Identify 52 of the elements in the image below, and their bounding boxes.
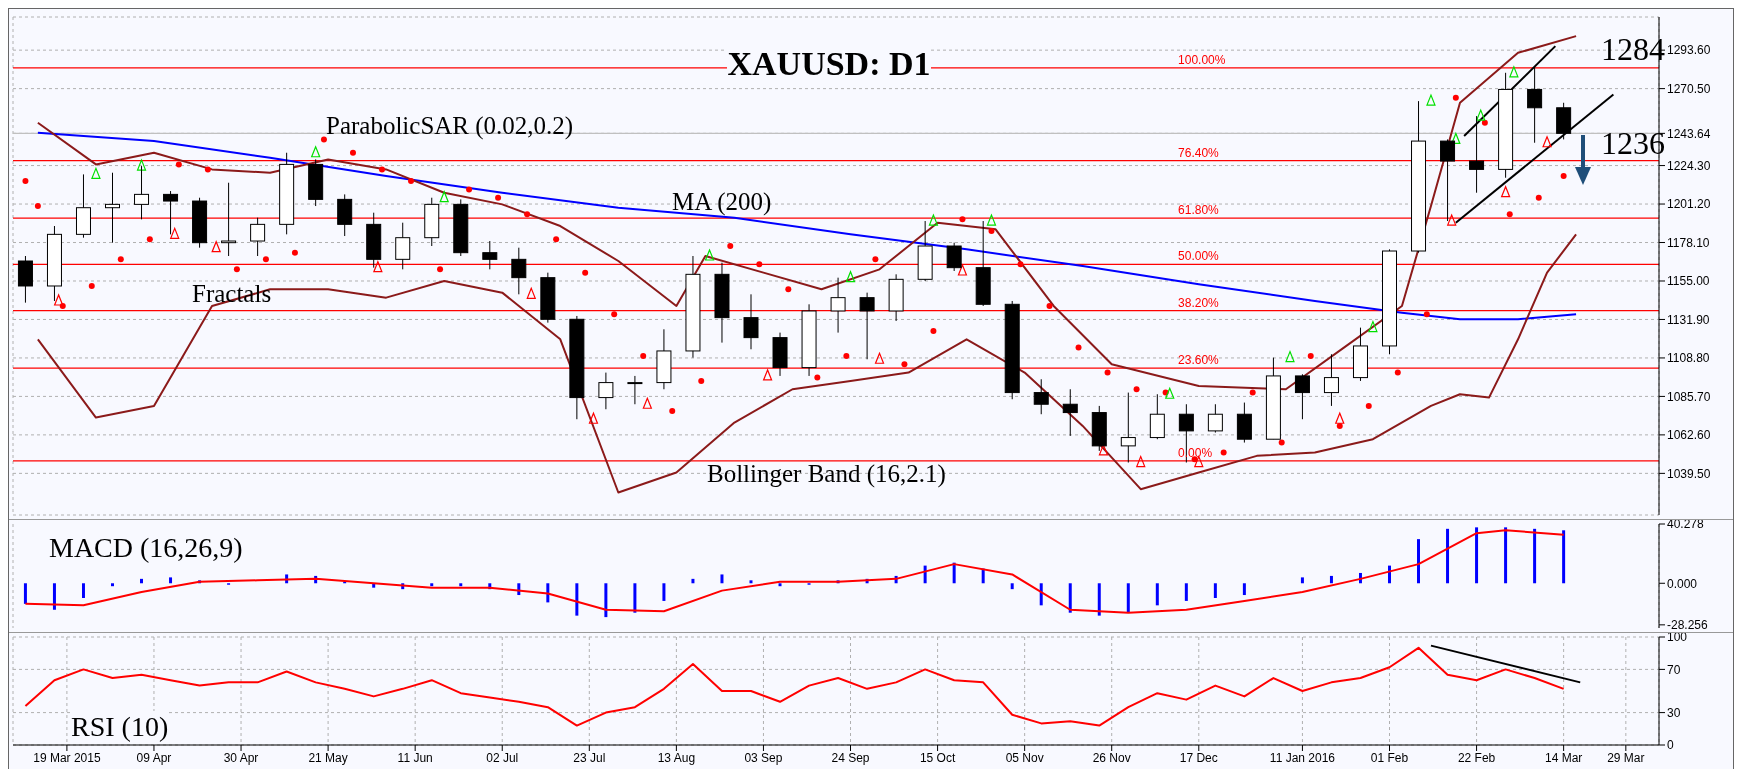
- x-tick-label: 29 Mar: [1607, 750, 1645, 765]
- chart-title: MACD (16,26,9): [49, 532, 243, 563]
- x-tick-label: 19 Mar 2015: [33, 750, 101, 765]
- y-tick-label: 1085.70: [1667, 389, 1711, 404]
- y-tick-label: 1062.60: [1667, 428, 1711, 443]
- x-tick-label: 14 Mar: [1544, 750, 1583, 765]
- annotation: 38.20%: [1178, 295, 1219, 310]
- x-tick-label: 02 Jul: [486, 750, 519, 765]
- annotation: 76.40%: [1178, 145, 1219, 160]
- annotation: 1236: [1601, 125, 1665, 161]
- annotation: ParabolicSAR (0.02,0.2): [326, 112, 574, 139]
- y-tick-label: 40.278: [1667, 517, 1705, 532]
- x-tick-label: 21 May: [308, 750, 348, 765]
- annotation: 61.80%: [1178, 203, 1219, 218]
- annotation: 1284: [1601, 31, 1665, 67]
- y-tick-label: 30: [1667, 705, 1681, 720]
- x-tick-label: 09 Apr: [136, 750, 172, 765]
- annotation: MA (200): [672, 188, 772, 215]
- y-tick-label: 100: [1667, 630, 1688, 645]
- x-tick-label: 30 Apr: [223, 750, 259, 765]
- x-tick-label: 22 Feb: [1457, 750, 1496, 765]
- y-tick-label: -28.256: [1667, 618, 1709, 633]
- x-tick-label: 01 Feb: [1370, 750, 1409, 765]
- x-tick-label: 11 Jun: [397, 750, 433, 765]
- y-tick-label: 70: [1667, 662, 1681, 677]
- x-tick-label: 26 Nov: [1092, 750, 1131, 765]
- x-tick-label: 23 Jul: [573, 750, 606, 765]
- y-tick-label: 1243.64: [1667, 126, 1711, 141]
- text: RSI (10): [71, 711, 169, 742]
- y-tick-label: 1178.10: [1667, 235, 1710, 250]
- annotation: 23.60%: [1178, 353, 1219, 368]
- x-tick-label: 13 Aug: [657, 750, 696, 765]
- y-tick-label: 0: [1667, 738, 1674, 753]
- x-tick-label: 03 Sep: [744, 750, 783, 765]
- x-tick-label: 17 Dec: [1179, 750, 1218, 765]
- text: XAUUSD: D1: [727, 45, 931, 82]
- y-tick-label: 1155.00: [1667, 274, 1710, 289]
- y-tick-label: 1108.80: [1667, 351, 1710, 366]
- y-tick-label: 1131.90: [1667, 312, 1710, 327]
- y-tick-label: 1270.50: [1667, 81, 1711, 96]
- y-tick-label: 0.000: [1667, 576, 1698, 591]
- x-tick-label: 11 Jan 2016: [1269, 750, 1336, 765]
- y-tick-label: 1039.50: [1667, 466, 1711, 481]
- annotation: Bollinger Band (16,2.1): [707, 460, 946, 487]
- y-tick-label: 1293.60: [1667, 43, 1711, 58]
- x-tick-label: 15 Oct: [919, 750, 956, 765]
- y-tick-label: 1201.20: [1667, 197, 1711, 212]
- annotation: 100.00%: [1178, 52, 1226, 67]
- x-tick-label: 05 Nov: [1005, 750, 1044, 765]
- y-tick-label: 1224.30: [1667, 158, 1711, 173]
- annotation: 50.00%: [1178, 249, 1219, 264]
- x-tick-label: 24 Sep: [831, 750, 870, 765]
